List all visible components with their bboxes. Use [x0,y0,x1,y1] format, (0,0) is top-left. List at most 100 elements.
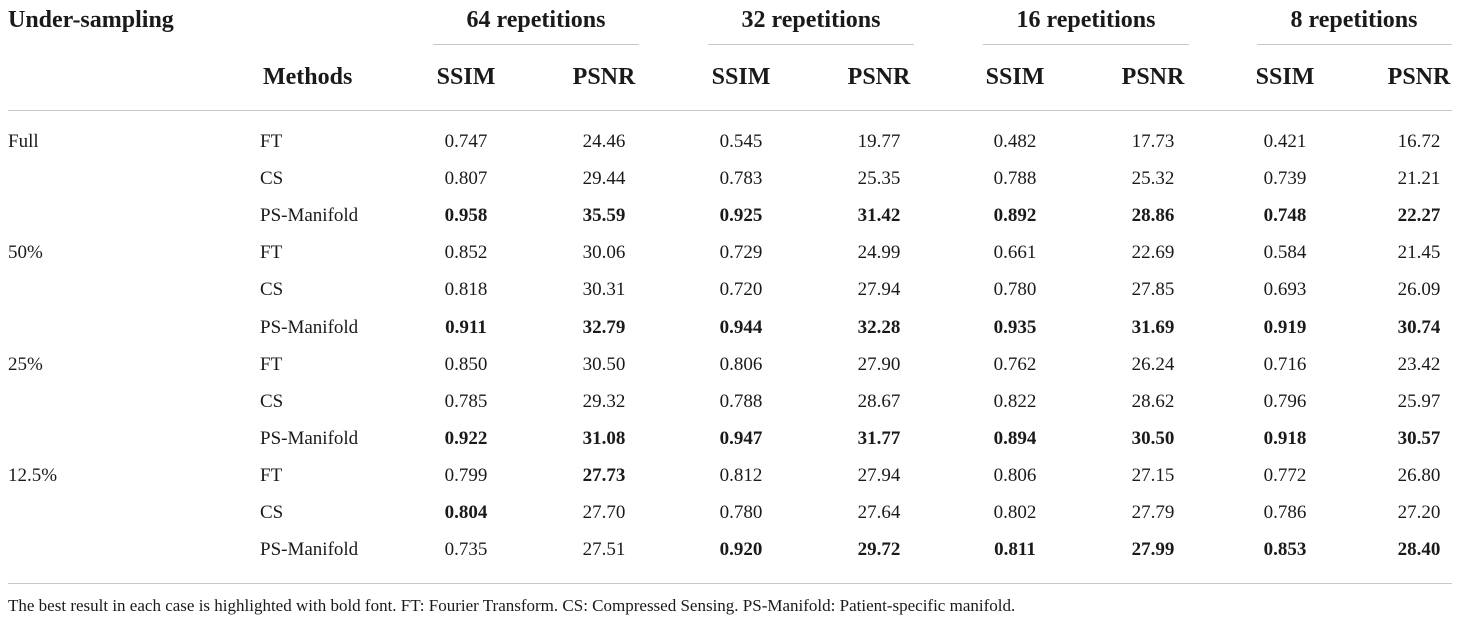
ssim-cell: 0.806 [719,354,763,375]
row-sampling-label: 25% [8,354,43,375]
group-header-8: 8 repetitions [1290,7,1418,33]
col-header-psnr: PSNR [847,64,911,90]
ssim-cell: 0.807 [444,168,488,189]
row-method-label: FT [260,131,283,152]
ssim-cell: 0.812 [719,465,763,486]
ssim-cell: 0.853 [1263,539,1307,560]
psnr-cell: 27.20 [1397,502,1441,523]
psnr-cell: 30.50 [1131,428,1175,449]
undersampling-header: Under-sampling [8,7,174,33]
psnr-cell: 28.86 [1131,205,1175,226]
ssim-cell: 0.892 [993,205,1037,226]
ssim-cell: 0.806 [993,465,1037,486]
ssim-cell: 0.747 [444,131,488,152]
ssim-cell: 0.804 [444,502,488,523]
psnr-cell: 27.90 [857,354,901,375]
col-header-ssim: SSIM [436,64,496,90]
psnr-cell: 31.08 [582,428,626,449]
psnr-cell: 30.06 [582,242,626,263]
ssim-cell: 0.545 [719,131,763,152]
ssim-cell: 0.894 [993,428,1037,449]
ssim-cell: 0.822 [993,391,1037,412]
group-header-64: 64 repetitions [466,7,606,33]
psnr-cell: 27.94 [857,279,901,300]
ssim-cell: 0.762 [993,354,1037,375]
ssim-cell: 0.918 [1263,428,1307,449]
row-method-label: PS-Manifold [260,539,359,560]
group-header-16: 16 repetitions [1016,7,1156,33]
ssim-cell: 0.482 [993,131,1037,152]
psnr-cell: 29.72 [857,539,901,560]
psnr-cell: 29.44 [582,168,626,189]
row-sampling-label: 12.5% [8,465,58,486]
psnr-cell: 32.28 [857,317,901,338]
ssim-cell: 0.780 [719,502,763,523]
ssim-cell: 0.786 [1263,502,1307,523]
group-rule-64 [433,44,639,45]
col-header-psnr: PSNR [572,64,636,90]
psnr-cell: 28.62 [1131,391,1175,412]
row-method-label: PS-Manifold [260,205,359,226]
ssim-cell: 0.735 [444,539,488,560]
psnr-cell: 27.94 [857,465,901,486]
psnr-cell: 31.69 [1131,317,1175,338]
psnr-cell: 27.85 [1131,279,1175,300]
row-method-label: CS [260,279,284,300]
table-footnote: The best result in each case is highligh… [8,596,1016,615]
ssim-cell: 0.944 [719,317,763,338]
psnr-cell: 24.46 [582,131,626,152]
ssim-cell: 0.785 [444,391,488,412]
ssim-cell: 0.811 [994,539,1036,560]
ssim-cell: 0.911 [445,317,487,338]
psnr-cell: 30.50 [582,354,626,375]
psnr-cell: 27.51 [582,539,626,560]
psnr-cell: 16.72 [1397,131,1441,152]
psnr-cell: 27.64 [857,502,901,523]
ssim-cell: 0.799 [444,465,488,486]
psnr-cell: 27.15 [1131,465,1175,486]
ssim-cell: 0.958 [444,205,488,226]
psnr-cell: 25.35 [857,168,901,189]
ssim-cell: 0.421 [1263,131,1307,152]
ssim-cell: 0.661 [993,242,1037,263]
ssim-cell: 0.818 [444,279,488,300]
psnr-cell: 26.09 [1397,279,1441,300]
row-method-label: FT [260,465,283,486]
ssim-cell: 0.772 [1263,465,1307,486]
col-header-ssim: SSIM [1255,64,1315,90]
ssim-cell: 0.584 [1263,242,1307,263]
row-sampling-label: Full [8,131,39,152]
row-method-label: PS-Manifold [260,428,359,449]
col-header-ssim: SSIM [711,64,771,90]
ssim-cell: 0.739 [1263,168,1307,189]
psnr-cell: 32.79 [582,317,626,338]
psnr-cell: 31.42 [857,205,901,226]
ssim-cell: 0.852 [444,242,488,263]
ssim-cell: 0.919 [1263,317,1307,338]
group-rule-32 [708,44,914,45]
row-method-label: FT [260,242,283,263]
ssim-cell: 0.850 [444,354,488,375]
psnr-cell: 29.32 [582,391,626,412]
ssim-cell: 0.802 [993,502,1037,523]
psnr-cell: 26.80 [1397,465,1441,486]
ssim-cell: 0.716 [1263,354,1307,375]
col-header-psnr: PSNR [1121,64,1185,90]
psnr-cell: 26.24 [1131,354,1175,375]
ssim-cell: 0.922 [444,428,488,449]
psnr-cell: 27.73 [582,465,626,486]
ssim-cell: 0.748 [1263,205,1307,226]
psnr-cell: 25.32 [1131,168,1175,189]
ssim-cell: 0.947 [719,428,763,449]
psnr-cell: 22.69 [1131,242,1175,263]
ssim-cell: 0.783 [719,168,763,189]
row-method-label: FT [260,354,283,375]
ssim-cell: 0.788 [719,391,763,412]
psnr-cell: 21.21 [1397,168,1441,189]
psnr-cell: 24.99 [857,242,901,263]
psnr-cell: 27.99 [1131,539,1175,560]
psnr-cell: 35.59 [582,205,626,226]
psnr-cell: 25.97 [1397,391,1441,412]
ssim-cell: 0.780 [993,279,1037,300]
ssim-cell: 0.788 [993,168,1037,189]
